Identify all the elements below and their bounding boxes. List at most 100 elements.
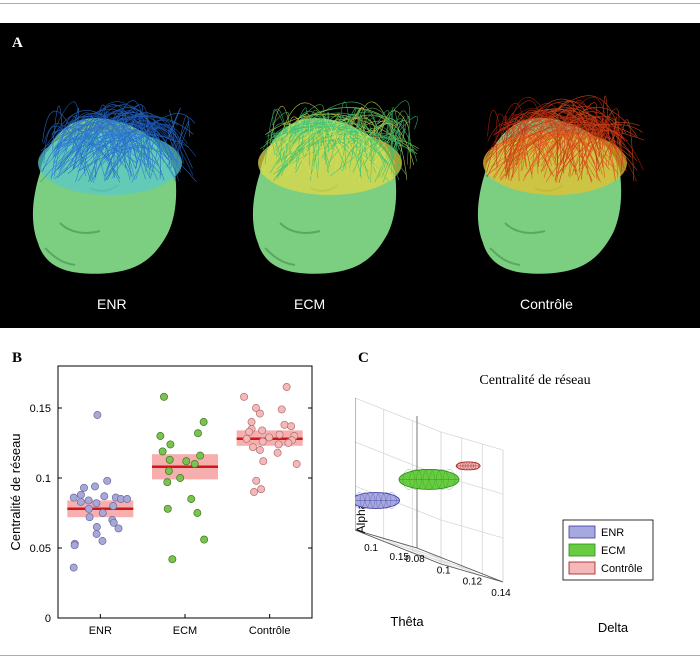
data-point [156,432,165,440]
y-axis-label: Centralité de réseau [8,433,23,550]
panel-b-scatter-chart: 0 0.05 0.1 0.15 ENR ECM Contrôle Centralité de … [8,365,313,637]
head-fiber [330,131,400,149]
panel-b-label: B [12,350,23,366]
head-fiber [78,124,149,181]
head-fiber [84,141,154,172]
y-tick-label: 0.1 [36,473,51,485]
head-fiber [509,98,590,144]
head-fiber [113,122,122,179]
head-fiber [326,114,408,180]
head-fiber [56,144,137,171]
data-point [85,513,94,522]
data-point [98,509,107,517]
head-fiber [594,118,604,136]
head-fiber [510,134,557,182]
data-point [255,446,264,454]
head-fiber [277,124,339,137]
head-fibers-3 [485,95,645,184]
head-fiber [73,134,146,170]
head-fiber [297,123,372,180]
head-fiber [169,109,177,138]
head-fiber [524,110,596,164]
head-label-enr: ENR [97,296,127,312]
head-fiber [557,127,637,182]
head-fiber [85,129,148,158]
head-fiber [80,118,132,165]
head-fiber [282,107,307,155]
y-tick-label: 0.05 [30,543,51,555]
head-fiber [558,132,623,174]
head-fiber [518,120,528,170]
data-point [259,457,268,466]
head-fiber [287,116,303,169]
head-renderings [32,95,645,274]
head-fiber [377,129,400,178]
head-chin-shadow-2 [264,247,296,266]
head-fiber [351,107,366,183]
data-point [242,434,251,443]
head-fiber [540,95,621,138]
head-fiber [156,107,181,164]
head-fiber [519,109,560,155]
grid-line [383,540,446,560]
head-fiber [136,127,179,154]
data-point [196,451,205,460]
data-point [187,495,196,503]
head-fiber [485,100,541,159]
data-point [273,448,282,457]
head-fiber [500,130,575,180]
data-point [103,476,112,485]
data-point [69,493,78,502]
head-fiber [58,127,127,169]
head-fiber [63,140,131,181]
y-tick-label: 0.15 [390,552,410,563]
data-point [252,404,260,412]
head-fiber [330,136,399,177]
data-point [158,447,167,456]
head-fiber [488,116,644,171]
head-fiber [487,110,510,180]
head-fiber [53,125,197,183]
data-point [166,440,175,449]
x-tick-label: 0.08 [405,554,425,565]
data-point [70,541,79,550]
data-point [190,460,199,468]
head-fiber [58,107,151,174]
head-fiber [601,95,610,141]
data-point [109,518,118,527]
x-tick-label: 0.12 [463,577,483,588]
head-1 [32,100,197,274]
data-point [92,499,101,508]
head-chin-shadow-1 [44,247,76,266]
legend-swatch-2 [568,561,596,575]
grid-line [440,431,504,451]
head-face-shadow-1 [59,222,101,234]
head-face-shadow-2 [279,222,321,234]
head-fiber [83,130,107,149]
grid-line [440,519,504,539]
data-point [109,502,118,510]
head-fiber [548,127,583,180]
head-fiber [87,101,154,139]
head-fiber [561,124,606,179]
head-2 [252,100,419,274]
data-point [252,476,261,485]
head-fiber [115,119,175,153]
data-point [84,496,93,505]
head-fiber [277,123,391,166]
head-fiber [104,112,108,156]
head-fiber [504,113,532,175]
data-point [282,383,291,391]
legend-swatch-0 [568,525,596,539]
head-fiber [53,115,84,177]
head-fiber [507,112,595,178]
head-fiber [375,110,408,165]
data-point [250,488,258,496]
head-fiber [272,109,289,141]
head-fiber [373,115,418,162]
head-fiber [116,115,128,146]
head-fiber [370,121,394,178]
head-fiber [572,117,596,172]
head-fiber [174,115,190,173]
head-fiber [389,110,411,153]
